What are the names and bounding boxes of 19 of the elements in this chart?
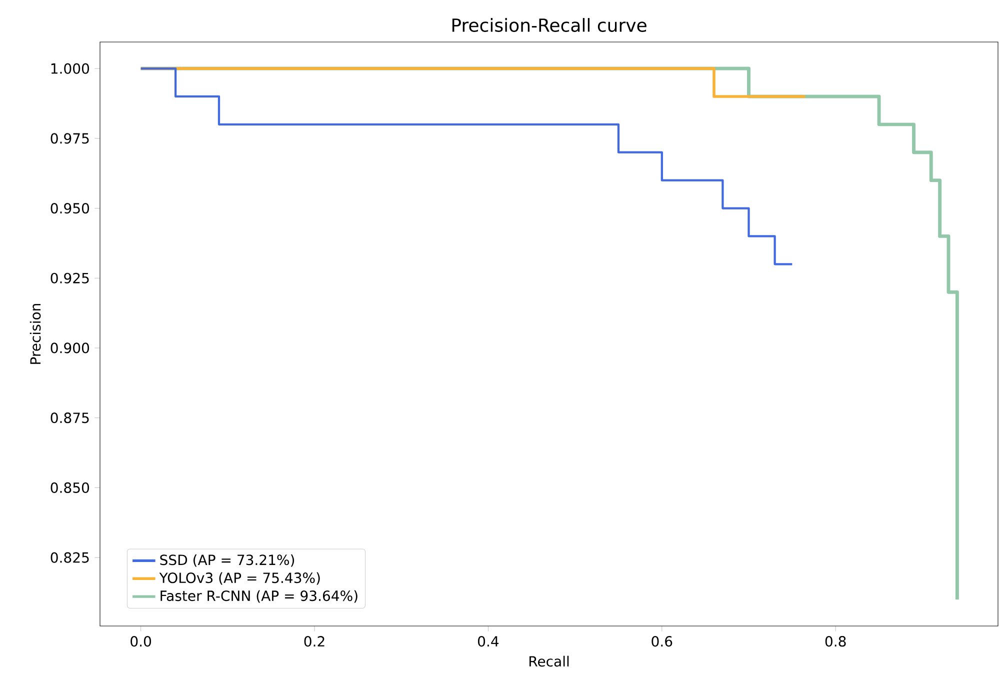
y-tick-label: 0.825 (50, 552, 89, 563)
legend-label: SSD (AP = 73.21%) (160, 554, 294, 567)
y-tick-label: 0.850 (50, 482, 90, 493)
x-tick-label: 0.6 (652, 636, 672, 647)
y-tick-label: 0.950 (50, 202, 90, 214)
x-tick-label: 0.2 (304, 636, 324, 647)
x-axis-title: Recall (530, 656, 569, 667)
chart-title: Precision-Recall curve (452, 18, 646, 32)
legend-label: YOLOv3 (AP = 75.43%) (159, 572, 320, 585)
y-tick-label: 0.925 (50, 272, 89, 284)
legend-label: Faster R-CNN (AP = 93.64%) (160, 590, 358, 603)
y-axis-title: Precision (30, 304, 41, 364)
y-tick-label: 0.900 (50, 342, 90, 354)
y-tick-label: 0.975 (50, 133, 89, 144)
x-tick-label: 0.4 (478, 636, 499, 647)
y-tick-label: 0.875 (50, 412, 89, 424)
y-tick-label: 1.000 (51, 63, 90, 74)
x-tick-label: 0.0 (130, 636, 152, 647)
x-tick-label: 0.8 (825, 636, 846, 647)
